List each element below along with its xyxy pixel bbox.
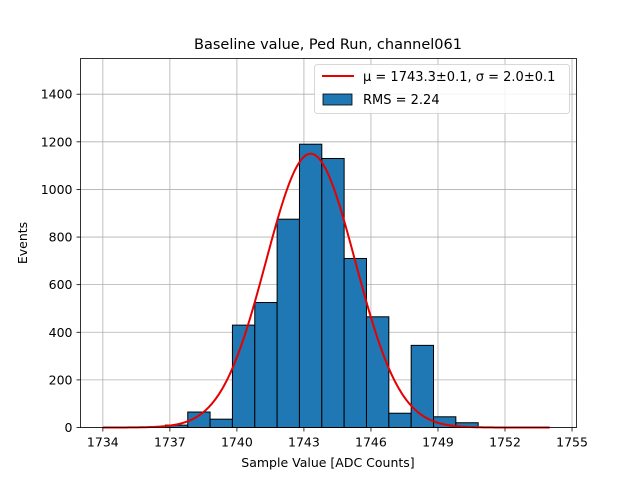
x-tick-label: 1752	[489, 435, 521, 450]
axis-ticks: 1734 1737 1740 1743 1746 1749 1752 1755 0 200 400 6…	[41, 87, 588, 450]
histogram-bar	[343, 257, 367, 428]
legend-hist-label: RMS = 2.24	[363, 93, 440, 108]
x-tick-label: 1755	[556, 435, 588, 450]
y-tick-label: 1000	[41, 182, 73, 197]
plot-frame	[80, 58, 577, 428]
histogram-bar	[365, 316, 390, 428]
y-tick-label: 400	[49, 325, 73, 340]
x-tick-label: 1743	[288, 435, 320, 450]
legend-box	[314, 64, 570, 114]
y-tick-label: 1200	[41, 134, 73, 149]
x-tick-label: 1734	[87, 435, 119, 450]
x-tick-label: 1746	[355, 435, 387, 450]
y-tick-label: 200	[49, 372, 73, 387]
x-tick-label: 1749	[422, 435, 454, 450]
y-tick-label: 600	[49, 277, 73, 292]
y-tick-label: 800	[49, 230, 73, 245]
x-axis-label: Sample Value [ADC Counts]	[241, 455, 414, 470]
histogram-bar	[276, 218, 300, 428]
x-tick-label: 1740	[221, 435, 253, 450]
y-axis-label: Events	[15, 222, 30, 264]
y-tick-label: 0	[65, 420, 73, 435]
histogram-bar	[321, 157, 345, 428]
histogram-bar	[388, 412, 412, 428]
y-tick-label: 1400	[41, 87, 73, 102]
x-tick-label: 1737	[154, 435, 186, 450]
legend-fit-label: μ = 1743.3±0.1, σ = 2.0±0.1	[363, 70, 555, 85]
chart-title: Baseline value, Ped Run, channel061	[194, 37, 462, 53]
histogram-bar	[298, 143, 323, 429]
legend: μ = 1743.3±0.1, σ = 2.0±0.1 RMS = 2.24	[314, 64, 570, 114]
histogram-bar	[209, 418, 233, 429]
legend-hist-swatch	[322, 93, 353, 106]
histogram-bars	[164, 143, 479, 429]
histogram-bar	[254, 302, 278, 429]
